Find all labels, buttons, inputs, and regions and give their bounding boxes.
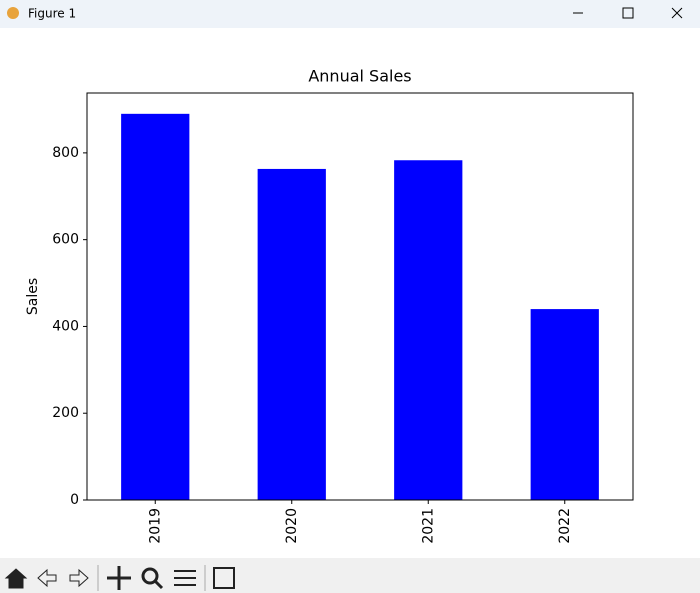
bar [257,168,326,500]
toolbar-icons [4,565,235,591]
axes-frame [86,92,634,501]
y-tick-label: 200 [52,405,79,421]
app-icon [7,7,19,19]
y-tick-label: 0 [70,492,79,508]
zoom-button[interactable] [141,567,159,585]
y-tick-label: 800 [52,145,79,161]
y-tick-label: 600 [52,232,79,248]
y-tick-label: 400 [52,318,79,334]
x-tick-label: 2020 [284,508,300,544]
pan-button[interactable] [107,566,131,590]
configure-button[interactable] [174,570,196,586]
y-axis-label: Sales [25,278,41,315]
x-tick-label: 2019 [147,508,163,544]
close-button[interactable] [671,7,683,19]
bar [121,113,190,500]
toolbar [0,558,700,593]
back-button[interactable] [37,568,57,588]
bar [530,309,599,500]
maximize-button[interactable] [622,7,634,19]
forward-button[interactable] [69,568,89,588]
plot-area: Annual SalesSalesYear0200400600800201920… [25,67,634,574]
bar [394,160,463,500]
x-tick-label: 2022 [557,508,573,544]
x-tick-label: 2021 [420,508,436,544]
window-title: Figure 1 [28,7,76,21]
chart-title: Annual Sales [308,67,411,86]
save-button[interactable] [213,567,235,589]
zoom-handle [153,579,164,590]
title-bar [0,0,700,28]
home-button[interactable] [4,568,28,589]
